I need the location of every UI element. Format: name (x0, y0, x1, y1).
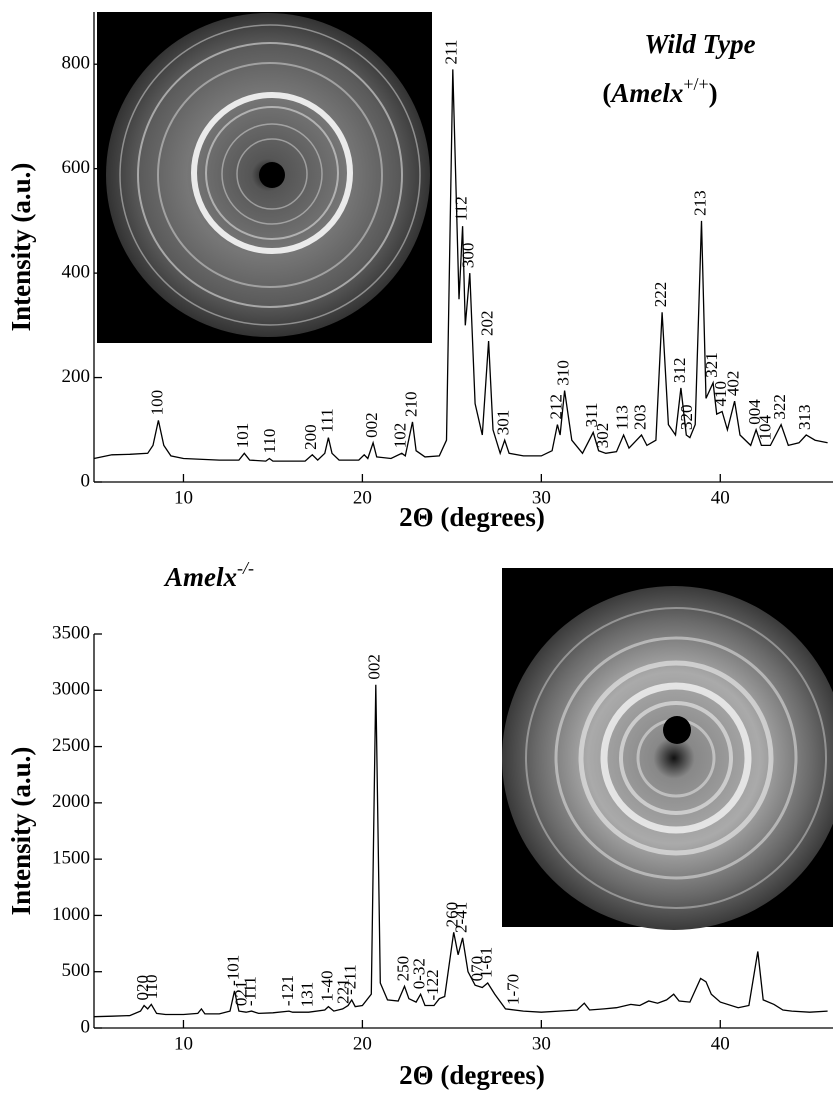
y-tick-label: 2500 (52, 735, 90, 756)
peak-label: -211 (341, 964, 360, 995)
genotype-sup: +/+ (683, 74, 708, 94)
y-tick-label: 3500 (52, 622, 90, 643)
peak-label: 320 (677, 405, 696, 431)
genotype-suffix: ) (709, 78, 718, 108)
peak-label: 402 (723, 371, 742, 397)
peak-label: 112 (452, 196, 471, 221)
x-tick-label: 40 (711, 1033, 730, 1054)
annotation: Wild Type (644, 29, 755, 59)
peak-label: 1-61 (477, 947, 496, 978)
y-axis-title: Intensity (a.u.) (6, 163, 36, 332)
peak-label: 302 (593, 423, 612, 449)
peak-label: 250 (393, 956, 412, 982)
peak-label: 020 (133, 975, 152, 1001)
data-line (93, 684, 828, 1018)
peak-label: 312 (670, 358, 689, 384)
genotype: Amelx-/- (163, 558, 254, 592)
diffraction-image-knockout (502, 568, 833, 930)
peak-label: 202 (477, 311, 496, 337)
peak-label: 321 (702, 352, 721, 378)
y-tick-label: 400 (62, 261, 91, 282)
genotype-name: Amelx (163, 562, 237, 592)
peak-label: -122 (423, 969, 442, 1000)
peak-label: 100 (147, 390, 166, 416)
peak-label: 113 (613, 405, 632, 430)
peak-label: 1-40 (317, 970, 336, 1001)
y-tick-label: 200 (62, 366, 91, 387)
peak-label: 310 (554, 360, 573, 386)
diffraction-image-wild-type (97, 12, 432, 343)
peak-label: 002 (365, 654, 384, 680)
x-tick-label: 20 (353, 487, 372, 508)
peak-label: -101 (223, 955, 242, 986)
peak-label: 410 (711, 381, 730, 407)
genotype: (Amelx+/+) (602, 74, 717, 108)
y-tick-label: 600 (62, 157, 91, 178)
peak-label: 203 (630, 405, 649, 431)
peak-label: 313 (795, 405, 814, 431)
y-axis-title: Intensity (a.u.) (6, 747, 36, 916)
peak-label: 101 (233, 423, 252, 449)
y-tick-label: 0 (81, 1016, 91, 1037)
peak-label: 301 (494, 410, 513, 436)
peak-label: 111 (317, 408, 336, 432)
peak-label: 322 (770, 394, 789, 420)
peak-label: 212 (546, 394, 565, 420)
y-tick-label: 0 (81, 470, 91, 491)
peak-label: 221 (333, 978, 352, 1004)
peak-label: 311 (582, 403, 601, 428)
peak-label: 131 (298, 982, 317, 1008)
peak-label: -121 (278, 975, 297, 1006)
x-tick-label: 30 (532, 1033, 551, 1054)
peak-label: 021 (231, 981, 250, 1007)
peak-label: 002 (362, 412, 381, 438)
peak-label: 070 (468, 956, 487, 982)
x-tick-label: 10 (174, 1033, 193, 1054)
y-tick-label: 2000 (52, 791, 90, 812)
peak-label: -111 (240, 976, 259, 1006)
genotype-sup: -/- (237, 558, 254, 578)
peak-label: 260 (443, 902, 462, 928)
x-tick-label: 30 (532, 487, 551, 508)
peak-label: 211 (442, 40, 461, 65)
x-tick-label: 20 (353, 1033, 372, 1054)
y-tick-label: 500 (62, 960, 91, 981)
y-tick-label: 800 (62, 53, 91, 74)
peak-label: 1-70 (503, 974, 522, 1005)
peak-label: 0-32 (409, 958, 428, 989)
peak-label: 104 (756, 414, 775, 440)
peak-label: 210 (401, 391, 420, 417)
genotype-name: Amelx (609, 78, 683, 108)
peak-label: 200 (301, 424, 320, 450)
peak-label: 222 (651, 282, 670, 308)
peak-label: 110 (142, 974, 161, 999)
peak-label: 2-41 (452, 902, 471, 933)
peak-label: 102 (391, 423, 410, 449)
x-axis-title: 2Θ (degrees) (399, 1060, 545, 1090)
peak-label: 213 (690, 190, 709, 216)
x-axis-title: 2Θ (degrees) (399, 502, 545, 532)
peak-label: 004 (745, 399, 764, 425)
x-tick-label: 10 (174, 487, 193, 508)
x-tick-label: 40 (711, 487, 730, 508)
peak-label: 110 (260, 429, 279, 454)
y-tick-label: 1000 (52, 904, 90, 925)
y-tick-label: 3000 (52, 679, 90, 700)
y-tick-label: 1500 (52, 848, 90, 869)
data-line (93, 69, 828, 462)
peak-label: 300 (459, 243, 478, 269)
genotype-prefix: ( (602, 78, 611, 108)
